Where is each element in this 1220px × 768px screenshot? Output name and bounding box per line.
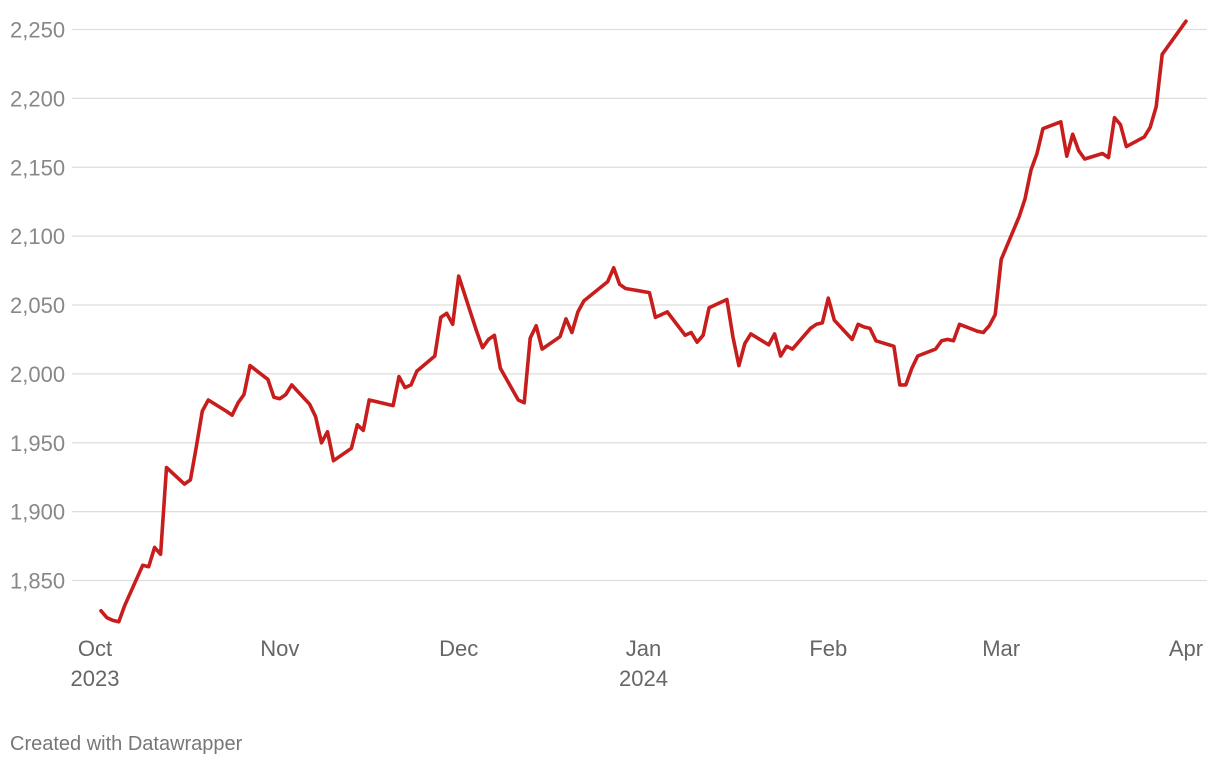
x-tick-label: Apr xyxy=(1169,636,1203,661)
y-tick-label: 2,000 xyxy=(10,362,65,387)
x-axis-ticks: Oct 2023 Nov Dec Jan 2024 Feb Mar Apr xyxy=(71,636,1204,691)
gridlines xyxy=(72,28,1207,582)
x-tick-label: Oct xyxy=(78,636,112,661)
x-tick-label: Nov xyxy=(260,636,299,661)
y-tick-label: 1,850 xyxy=(10,569,65,594)
x-tick-label: Mar xyxy=(982,636,1020,661)
y-tick-label: 2,250 xyxy=(10,18,65,43)
y-tick-label: 2,200 xyxy=(10,86,65,111)
y-axis-ticks: 1,850 1,900 1,950 2,000 2,050 2,100 2,150 2,200… xyxy=(10,18,65,594)
x-tick-label: Dec xyxy=(439,636,478,661)
credit-text: Created with Datawrapper xyxy=(10,733,243,755)
y-tick-label: 1,950 xyxy=(10,431,65,456)
series-line-layer xyxy=(99,19,1188,624)
y-tick-label: 2,050 xyxy=(10,293,65,318)
x-tick-year-label: 2024 xyxy=(619,666,668,691)
y-tick-label: 2,100 xyxy=(10,224,65,249)
series-line xyxy=(99,19,1188,624)
x-tick-label: Feb xyxy=(809,636,847,661)
x-tick-year-label: 2023 xyxy=(71,666,120,691)
x-tick-label: Jan xyxy=(626,636,661,661)
y-tick-label: 2,150 xyxy=(10,155,65,180)
y-tick-label: 1,900 xyxy=(10,500,65,525)
